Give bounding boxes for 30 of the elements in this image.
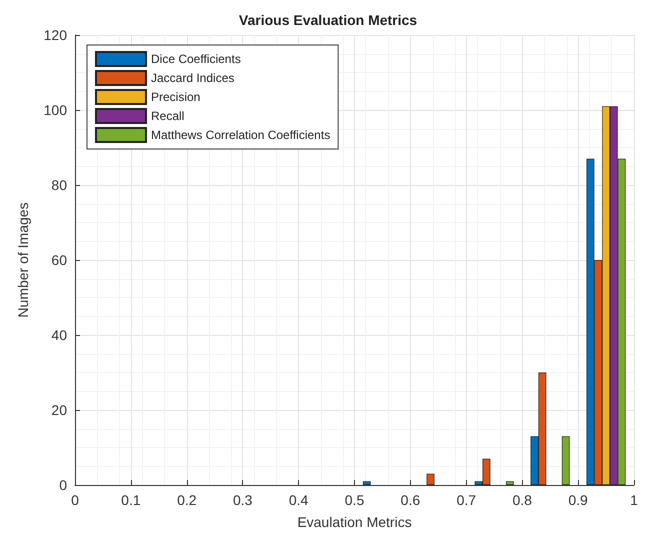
y-tick-label: 20 bbox=[51, 402, 68, 418]
legend-label: Recall bbox=[151, 109, 184, 123]
y-tick-label: 100 bbox=[44, 102, 68, 118]
legend-label: Precision bbox=[151, 90, 200, 104]
legend-label: Jaccard Indices bbox=[151, 71, 234, 85]
x-tick-label: 0.4 bbox=[288, 492, 309, 508]
x-tick-label: 0.5 bbox=[344, 492, 364, 508]
x-tick-label: 0.1 bbox=[121, 492, 141, 508]
y-tick-label: 120 bbox=[44, 27, 68, 43]
x-tick-label: 0 bbox=[71, 492, 80, 508]
x-axis-title: Evaulation Metrics bbox=[297, 514, 412, 530]
x-tick-label: 0.7 bbox=[456, 492, 476, 508]
x-tick-label: 0.6 bbox=[400, 492, 420, 508]
x-tick-label: 1 bbox=[630, 492, 638, 508]
y-tick-label: 80 bbox=[51, 177, 68, 193]
bar bbox=[506, 481, 514, 485]
legend-label: Matthews Correlation Coefficients bbox=[151, 128, 330, 142]
x-tick-label: 0.8 bbox=[512, 492, 532, 508]
y-tick-label: 0 bbox=[59, 477, 68, 493]
x-tick-label: 0.3 bbox=[232, 492, 253, 508]
y-axis-title: Number of Images bbox=[15, 202, 31, 318]
x-tick-label: 0.9 bbox=[568, 492, 588, 508]
legend-label: Dice Coefficients bbox=[151, 52, 241, 66]
bar bbox=[362, 481, 371, 485]
bar bbox=[426, 474, 434, 485]
bar bbox=[562, 436, 570, 485]
y-tick-label: 40 bbox=[51, 327, 68, 343]
chart-title: Various Evaluation Metrics bbox=[238, 12, 418, 28]
x-tick-label: 0.2 bbox=[177, 492, 197, 508]
y-tick-label: 60 bbox=[51, 252, 68, 268]
